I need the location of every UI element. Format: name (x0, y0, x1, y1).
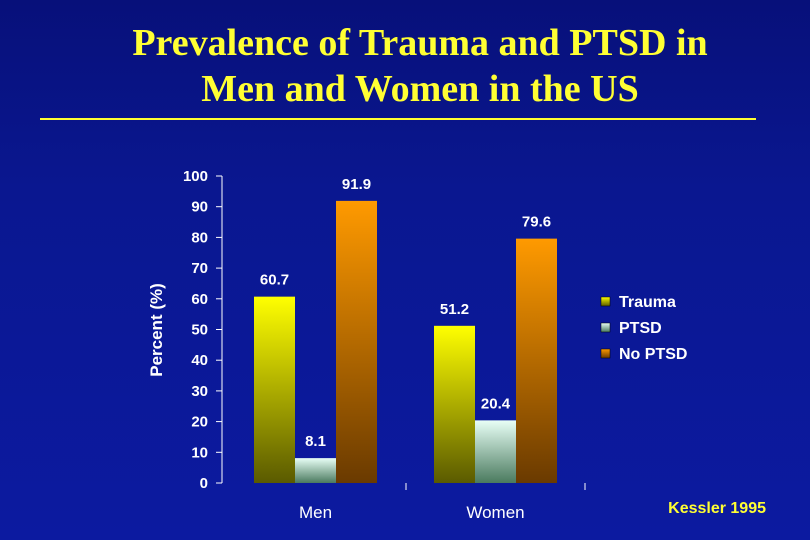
x-category-label: Men (299, 503, 332, 522)
y-tick-label: 50 (191, 322, 208, 339)
citation: Kessler 1995 (668, 500, 766, 517)
legend-swatch-trauma (600, 296, 611, 307)
slide-title: Prevalence of Trauma and PTSD in Men and… (60, 20, 780, 112)
data-label: 51.2 (440, 301, 469, 318)
legend-label: PTSD (619, 320, 662, 337)
data-label: 60.7 (260, 272, 289, 289)
y-tick-label: 10 (191, 444, 208, 461)
title-line-1: Prevalence of Trauma and PTSD in (132, 22, 708, 64)
bar-no-ptsd-men (336, 200, 377, 483)
y-tick-label: 30 (191, 383, 208, 400)
legend-label: No PTSD (619, 346, 687, 363)
y-tick-label: 0 (200, 475, 208, 492)
y-tick-label: 40 (191, 352, 208, 369)
title-line-2: Men and Women in the US (201, 68, 639, 110)
data-label: 91.9 (342, 176, 371, 193)
data-label: 20.4 (481, 395, 511, 412)
y-tick-label: 60 (191, 291, 208, 308)
y-tick-label: 20 (191, 414, 208, 431)
bar-trauma-women (434, 325, 475, 483)
y-tick-label: 90 (191, 199, 208, 216)
bar-no-ptsd-women (516, 238, 557, 483)
bar-ptsd-men (295, 458, 336, 483)
y-tick-label: 100 (183, 168, 208, 185)
legend-swatch-ptsd (600, 322, 611, 333)
legend-label: Trauma (619, 294, 676, 311)
data-label: 79.6 (522, 214, 551, 231)
y-tick-label: 70 (191, 260, 208, 277)
title-underline (40, 118, 756, 120)
x-category-label: Women (466, 503, 524, 522)
y-tick-label: 80 (191, 229, 208, 246)
data-label: 8.1 (305, 433, 326, 450)
bar-ptsd-women (475, 420, 516, 483)
bar-trauma-men (254, 296, 295, 483)
y-axis-label: Percent (%) (147, 283, 166, 377)
legend-swatch-no-ptsd (600, 348, 611, 359)
